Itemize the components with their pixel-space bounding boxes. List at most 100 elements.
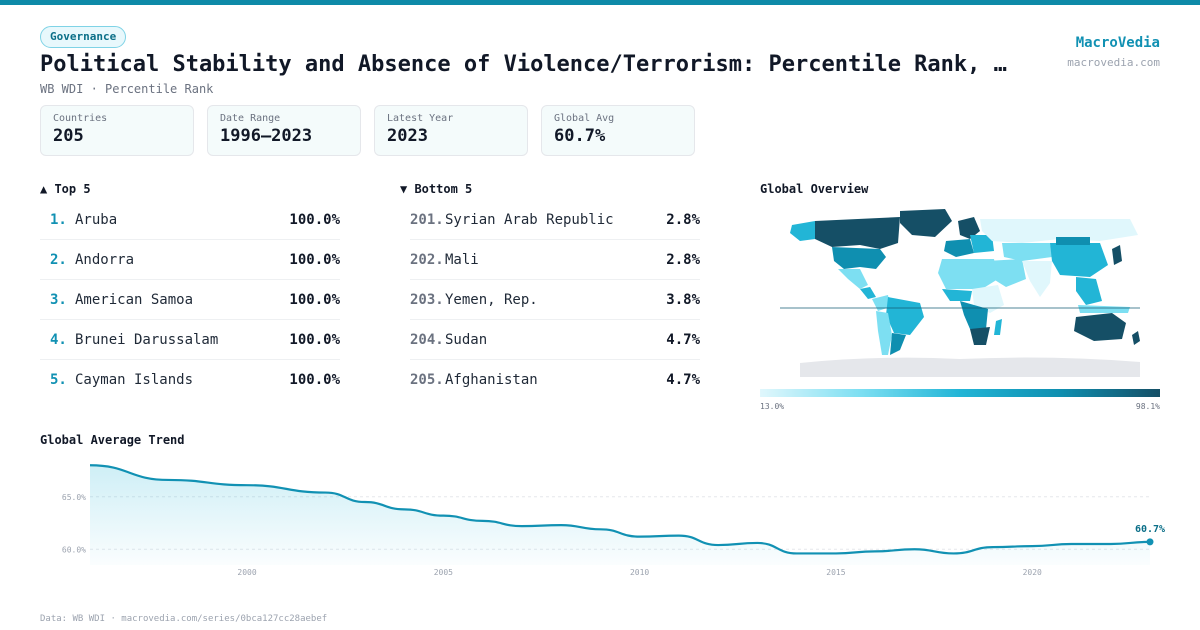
world-choropleth-map[interactable] [760, 205, 1160, 380]
trend-line [89, 464, 1151, 555]
rank-value: 2.8% [666, 212, 700, 228]
page-subtitle: WB WDI · Percentile Rank [40, 82, 214, 96]
page-title: Political Stability and Absence of Viole… [40, 52, 1007, 77]
stat-card-global-avg: Global Avg 60.7% [541, 105, 695, 156]
rank-value: 100.0% [289, 372, 340, 388]
country-name: Cayman Islands [75, 372, 194, 388]
list-item[interactable]: 204. Sudan 4.7% [410, 320, 700, 360]
map-region-scandinavia [958, 217, 980, 239]
rank-value: 4.7% [666, 372, 700, 388]
map-region-central-america [860, 287, 876, 299]
top5-heading: ▲ Top 5 [40, 182, 91, 196]
map-region-south-asia [1022, 261, 1052, 297]
stat-label: Date Range [220, 113, 281, 124]
rank-number: 1. [50, 212, 67, 228]
rank-number: 205. [410, 372, 444, 388]
rank-value: 4.7% [666, 332, 700, 348]
country-name: American Samoa [75, 292, 194, 308]
country-name: Syrian Arab Republic [445, 212, 614, 228]
stat-value: 2023 [387, 126, 428, 146]
rank-value: 100.0% [289, 212, 340, 228]
map-heading: Global Overview [760, 182, 869, 196]
trend-last-point[interactable] [1146, 538, 1154, 546]
bottom5-heading: ▼ Bottom 5 [400, 182, 473, 196]
stat-card-latest-year: Latest Year 2023 [374, 105, 528, 156]
map-region-western-europe [944, 239, 974, 257]
footer-source: Data: WB WDI · macrovedia.com/series/0bc… [40, 614, 328, 624]
trend-heading: Global Average Trend [40, 433, 185, 447]
map-region-west-africa [942, 289, 972, 301]
map-region-southeast-asia [1076, 277, 1102, 305]
map-region-greenland [900, 209, 952, 237]
trend-last-label: 60.7% [1135, 524, 1165, 535]
rank-value: 100.0% [289, 332, 340, 348]
stat-label: Global Avg [554, 113, 615, 124]
map-region-mexico [838, 269, 868, 289]
stat-card-countries: Countries 205 [40, 105, 194, 156]
map-region-china [1050, 243, 1108, 277]
map-region-japan [1112, 245, 1122, 265]
brand-url[interactable]: macrovedia.com [1067, 56, 1160, 69]
global-average-trend-chart[interactable]: 65.0% 60.0% 2000 2005 2010 2015 2020 60.7% [0, 450, 1200, 590]
list-item[interactable]: 4. Brunei Darussalam 100.0% [40, 320, 340, 360]
map-region-indonesia [1078, 305, 1130, 313]
list-item[interactable]: 1. Aruba 100.0% [40, 200, 340, 240]
rank-number: 2. [50, 252, 67, 268]
category-badge[interactable]: Governance [40, 26, 127, 48]
list-item[interactable]: 202. Mali 2.8% [410, 240, 700, 280]
map-region-alaska [790, 221, 815, 241]
rank-number: 203. [410, 292, 444, 308]
trend-area [90, 465, 1150, 565]
stat-label: Latest Year [387, 113, 454, 124]
rank-number: 3. [50, 292, 67, 308]
list-item[interactable]: 5. Cayman Islands 100.0% [40, 360, 340, 400]
list-item[interactable]: 3. American Samoa 100.0% [40, 280, 340, 320]
rank-value: 100.0% [289, 292, 340, 308]
rank-number: 5. [50, 372, 67, 388]
country-name: Mali [445, 252, 479, 268]
rank-number: 4. [50, 332, 67, 348]
map-region-mongolia [1056, 237, 1090, 245]
list-item[interactable]: 205. Afghanistan 4.7% [410, 360, 700, 400]
map-region-north-africa [938, 259, 998, 289]
map-legend-max: 98.1% [1135, 402, 1160, 411]
list-item[interactable]: 201. Syrian Arab Republic 2.8% [410, 200, 700, 240]
rank-number: 204. [410, 332, 444, 348]
x-tick-label: 2005 [434, 568, 453, 577]
map-region-usa [832, 247, 886, 269]
x-tick-label: 2020 [1023, 568, 1042, 577]
stat-value: 60.7% [554, 126, 606, 146]
stat-value: 205 [53, 126, 84, 146]
country-name: Andorra [75, 252, 135, 268]
map-region-southern-cone [890, 333, 906, 355]
map-color-scale [760, 389, 1160, 397]
list-item[interactable]: 2. Andorra 100.0% [40, 240, 340, 280]
map-region-brazil [886, 297, 924, 335]
rank-number: 202. [410, 252, 444, 268]
top-accent-bar [0, 0, 1200, 5]
map-region-russia [980, 219, 1138, 243]
y-tick-label: 60.0% [62, 545, 86, 554]
stat-value: 1996–2023 [220, 126, 313, 146]
country-name: Afghanistan [445, 372, 538, 388]
country-name: Aruba [75, 212, 118, 228]
rank-value: 100.0% [289, 252, 340, 268]
map-region-canada [815, 217, 900, 249]
map-region-east-africa [972, 285, 1004, 313]
x-tick-label: 2010 [630, 568, 649, 577]
country-name: Sudan [445, 332, 488, 348]
list-item[interactable]: 203. Yemen, Rep. 3.8% [410, 280, 700, 320]
map-region-antarctica [800, 357, 1140, 377]
brand-logo[interactable]: MacroVedia [1075, 35, 1160, 51]
rank-value: 3.8% [666, 292, 700, 308]
map-region-madagascar [994, 319, 1002, 335]
map-region-australia [1074, 313, 1126, 341]
x-tick-label: 2000 [237, 568, 256, 577]
country-name: Brunei Darussalam [75, 332, 219, 348]
map-region-colombia [872, 295, 890, 311]
rank-number: 201. [410, 212, 444, 228]
map-legend-min: 13.0% [760, 402, 785, 411]
map-region-andes [876, 311, 892, 355]
map-region-southern-africa [970, 327, 990, 345]
x-tick-label: 2015 [826, 568, 845, 577]
